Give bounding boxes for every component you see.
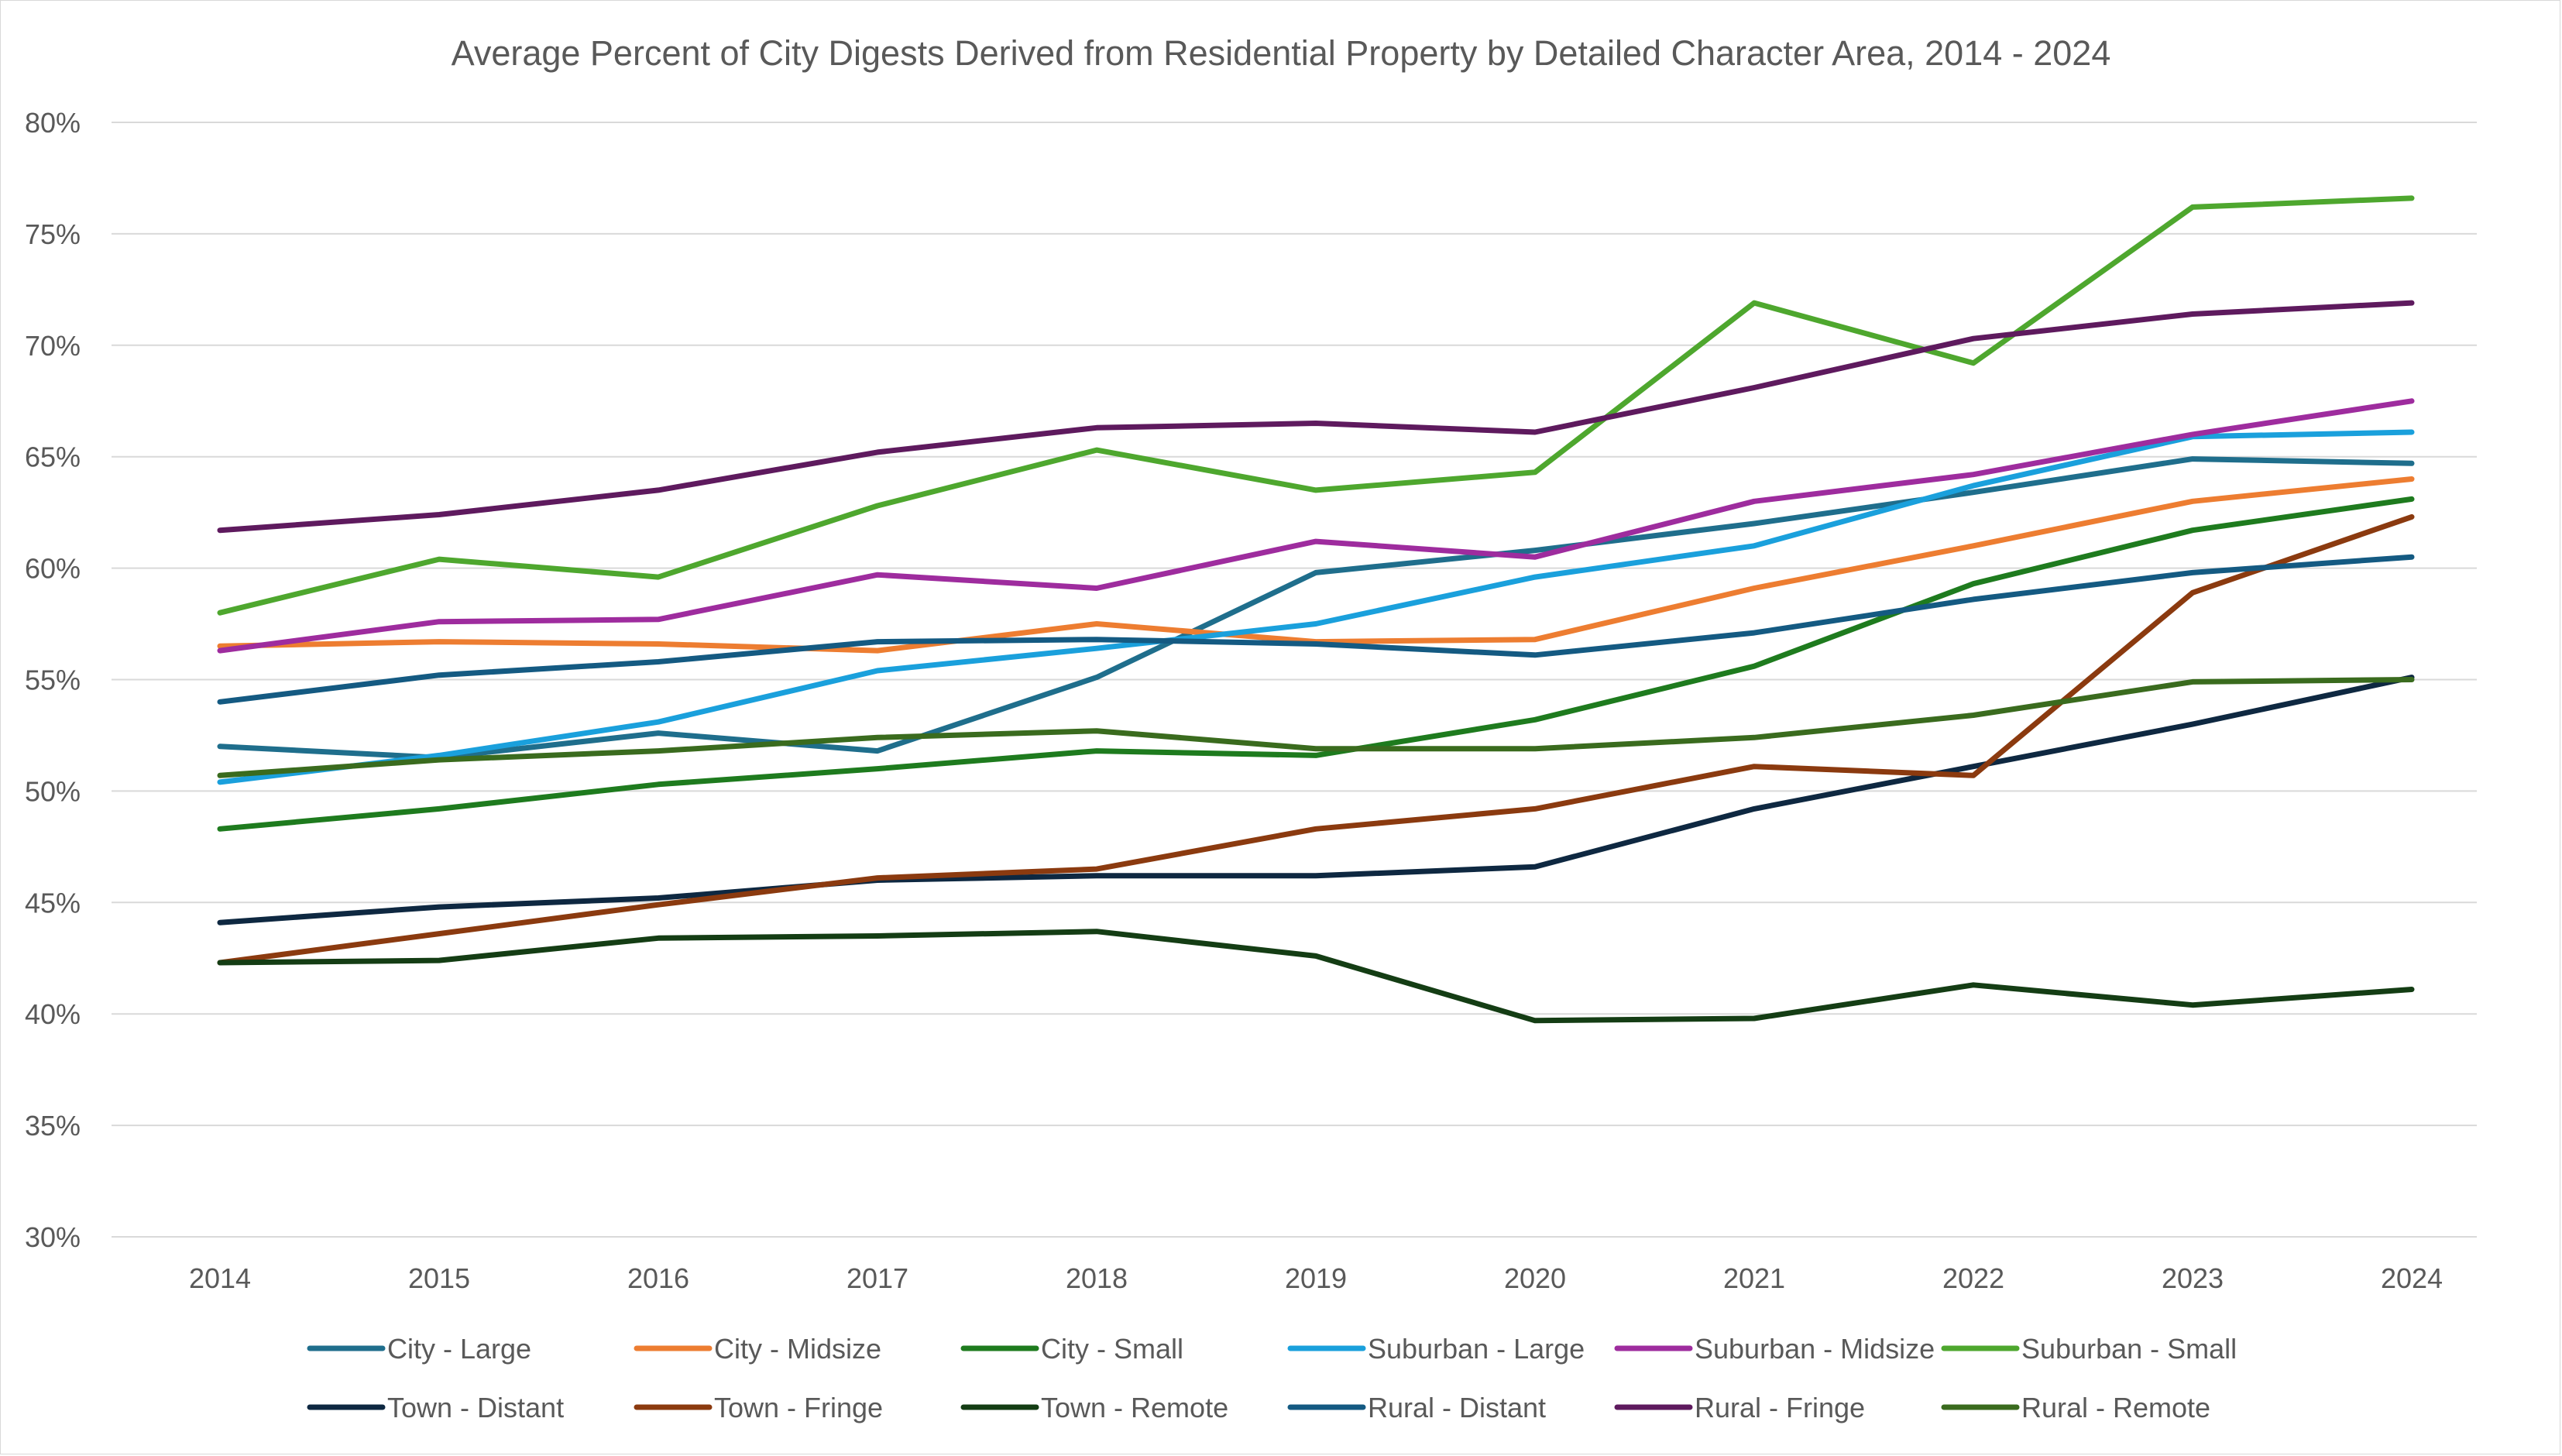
y-tick-label: 30% xyxy=(25,1221,81,1253)
series-line-town-remote xyxy=(217,929,2415,1024)
legend-entry-suburban-midsize: Suburban - Midsize xyxy=(1614,1333,1935,1365)
x-tick-label: 2018 xyxy=(1066,1262,1128,1294)
legend-label: Town - Fringe xyxy=(714,1392,883,1423)
legend-label: Rural - Distant xyxy=(1368,1392,1546,1423)
series-line-city-small xyxy=(217,496,2415,832)
x-tick-label: 2024 xyxy=(2381,1262,2443,1294)
y-tick-label: 45% xyxy=(25,887,81,919)
series-line-suburban-small xyxy=(217,195,2415,616)
y-tick-label: 35% xyxy=(25,1110,81,1142)
x-tick-label: 2023 xyxy=(2162,1262,2224,1294)
legend: City - Large City - Midsize City - Small Su… xyxy=(307,1333,2237,1423)
series-line-suburban-large xyxy=(217,429,2415,785)
x-tick-label: 2019 xyxy=(1285,1262,1347,1294)
x-tick-label: 2016 xyxy=(627,1262,689,1294)
legend-entry-town-remote: Town - Remote xyxy=(960,1392,1228,1423)
legend-entry-rural-distant: Rural - Distant xyxy=(1287,1392,1546,1423)
x-tick-label: 2015 xyxy=(408,1262,470,1294)
x-tick-label: 2021 xyxy=(1723,1262,1785,1294)
y-tick-label: 75% xyxy=(25,218,81,250)
y-tick-label: 40% xyxy=(25,998,81,1030)
legend-label: Suburban - Large xyxy=(1368,1333,1585,1365)
series-line-rural-distant xyxy=(217,554,2415,705)
legend-label: Suburban - Midsize xyxy=(1695,1333,1935,1365)
series-line-town-distant xyxy=(217,675,2415,925)
y-tick-label: 60% xyxy=(25,553,81,585)
x-tick-label: 2020 xyxy=(1504,1262,1566,1294)
legend-entry-town-fringe: Town - Fringe xyxy=(634,1392,883,1423)
legend-entry-city-midsize: City - Midsize xyxy=(634,1333,881,1365)
legend-entry-rural-remote: Rural - Remote xyxy=(1941,1392,2210,1423)
chart-title: Average Percent of City Digests Derived … xyxy=(452,33,2111,73)
legend-label: Rural - Remote xyxy=(2021,1392,2210,1423)
legend-entry-city-small: City - Small xyxy=(960,1333,1183,1365)
series-line-city-large xyxy=(217,456,2415,761)
x-tick-label: 2022 xyxy=(1942,1262,2004,1294)
legend-label: Rural - Fringe xyxy=(1695,1392,1865,1423)
gridlines xyxy=(112,122,2477,1238)
legend-entry-city-large: City - Large xyxy=(307,1333,531,1365)
legend-label: City - Midsize xyxy=(714,1333,881,1365)
legend-label: Town - Distant xyxy=(387,1392,564,1423)
legend-entry-suburban-large: Suburban - Large xyxy=(1287,1333,1585,1365)
y-tick-label: 50% xyxy=(25,775,81,807)
series-line-suburban-midsize xyxy=(217,398,2415,654)
series-lines xyxy=(217,195,2415,1024)
series-line-town-fringe xyxy=(217,513,2415,966)
x-tick-label: 2017 xyxy=(847,1262,908,1294)
series-line-rural-fringe xyxy=(217,300,2415,534)
legend-label: Town - Remote xyxy=(1041,1392,1228,1423)
legend-entry-town-distant: Town - Distant xyxy=(307,1392,564,1423)
y-tick-label: 80% xyxy=(25,107,81,139)
legend-label: Suburban - Small xyxy=(2021,1333,2237,1365)
y-axis-ticks: 30% 35% 40% 45% 50% 55% 60% 65% 70% 75% 80% xyxy=(25,107,81,1253)
legend-entry-suburban-small: Suburban - Small xyxy=(1941,1333,2237,1365)
x-tick-label: 2014 xyxy=(189,1262,251,1294)
legend-entry-rural-fringe: Rural - Fringe xyxy=(1614,1392,1865,1423)
y-tick-label: 65% xyxy=(25,441,81,473)
y-tick-label: 70% xyxy=(25,330,81,362)
legend-label: City - Large xyxy=(387,1333,531,1365)
x-axis-ticks: 2014 2015 2016 2017 2018 2019 2020 2021 2022 2023… xyxy=(189,1262,2443,1294)
series-line-rural-remote xyxy=(217,677,2415,778)
legend-label: City - Small xyxy=(1041,1333,1183,1365)
y-tick-label: 55% xyxy=(25,664,81,696)
